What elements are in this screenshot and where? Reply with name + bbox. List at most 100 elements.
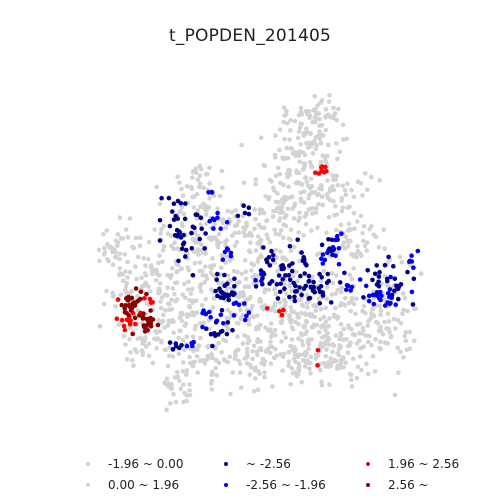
gray-point xyxy=(249,233,254,238)
gray-point xyxy=(253,216,258,222)
gray-point xyxy=(189,186,195,192)
gray-point xyxy=(302,152,308,158)
gray-point xyxy=(322,324,328,329)
blue-point xyxy=(218,226,223,231)
gray-point xyxy=(313,146,319,152)
gray-point xyxy=(115,232,121,237)
navy-point xyxy=(301,254,307,260)
gray-point xyxy=(175,262,181,268)
gray-point xyxy=(195,208,201,213)
navy-point xyxy=(337,280,343,285)
gray-point xyxy=(324,230,329,235)
gray-point xyxy=(280,210,286,215)
gray-point xyxy=(180,193,186,198)
gray-point xyxy=(328,356,334,361)
gray-point xyxy=(323,327,328,333)
gray-point xyxy=(330,349,335,355)
navy-point xyxy=(386,254,391,260)
gray-point xyxy=(209,372,214,378)
gray-point xyxy=(295,315,300,320)
gray-point xyxy=(318,316,323,322)
gray-point xyxy=(242,258,248,263)
gray-point xyxy=(404,347,410,353)
gray-point xyxy=(156,260,161,266)
gray-point xyxy=(323,340,328,345)
gray-point xyxy=(313,134,319,140)
gray-point xyxy=(326,142,331,148)
gray-point xyxy=(293,153,298,159)
gray-point xyxy=(288,227,294,232)
gray-point xyxy=(184,372,189,378)
gray-point xyxy=(292,201,298,206)
gray-point xyxy=(178,386,184,392)
gray-point xyxy=(309,314,314,319)
gray-point xyxy=(253,177,259,182)
gray-point xyxy=(141,255,146,261)
navy-point xyxy=(197,236,202,242)
gray-point xyxy=(259,254,264,260)
gray-point xyxy=(257,296,263,302)
navy-point xyxy=(391,264,396,269)
gray-point xyxy=(244,297,249,303)
gray-point xyxy=(327,93,332,98)
gray-point xyxy=(234,222,240,228)
navy-point xyxy=(246,205,252,210)
gray-point xyxy=(235,334,240,340)
gray-point xyxy=(223,260,228,266)
gray-point xyxy=(239,271,244,277)
gray-point xyxy=(324,347,329,352)
blue-point xyxy=(385,300,391,305)
gray-point xyxy=(253,182,258,187)
gray-point xyxy=(400,291,406,296)
legend-marker xyxy=(366,462,370,466)
gray-point xyxy=(252,207,258,212)
gray-point xyxy=(166,318,171,324)
navy-point xyxy=(274,282,280,287)
gray-point xyxy=(253,248,259,253)
gray-point xyxy=(358,213,364,219)
gray-point xyxy=(299,338,305,344)
gray-point xyxy=(343,192,349,198)
navy-point xyxy=(222,283,227,289)
navy-point xyxy=(396,296,401,302)
gray-point xyxy=(203,296,208,302)
gray-point xyxy=(355,244,360,249)
gray-point xyxy=(277,218,282,223)
gray-point xyxy=(337,336,342,342)
gray-point xyxy=(310,324,316,330)
gray-point xyxy=(378,312,384,318)
gray-point xyxy=(271,185,276,191)
red-point xyxy=(142,296,147,301)
gray-point xyxy=(314,205,319,211)
gray-point xyxy=(326,323,332,329)
gray-point xyxy=(301,200,307,205)
blue-point xyxy=(231,313,237,318)
gray-point xyxy=(302,189,307,194)
navy-point xyxy=(253,284,259,289)
gray-point xyxy=(125,259,130,265)
gray-point xyxy=(131,363,136,368)
gray-point xyxy=(284,108,289,114)
gray-point xyxy=(278,352,283,357)
navy-point xyxy=(325,271,331,277)
gray-point xyxy=(351,356,356,362)
gray-point xyxy=(158,231,163,236)
gray-point xyxy=(158,338,164,344)
navy-point xyxy=(218,295,224,300)
blue-point xyxy=(253,277,258,283)
gray-point xyxy=(346,323,351,329)
gray-point xyxy=(158,299,163,304)
blue-point xyxy=(218,312,224,318)
gray-point xyxy=(224,237,229,243)
gray-point xyxy=(258,322,263,328)
gray-point xyxy=(207,181,212,186)
blue-point xyxy=(366,293,372,299)
gray-point xyxy=(319,194,325,200)
gray-point xyxy=(238,361,243,367)
gray-point xyxy=(382,319,387,325)
gray-point xyxy=(313,107,318,112)
gray-point xyxy=(216,340,221,346)
gray-point xyxy=(205,353,211,359)
blue-point xyxy=(244,313,249,319)
blue-point xyxy=(259,278,264,284)
